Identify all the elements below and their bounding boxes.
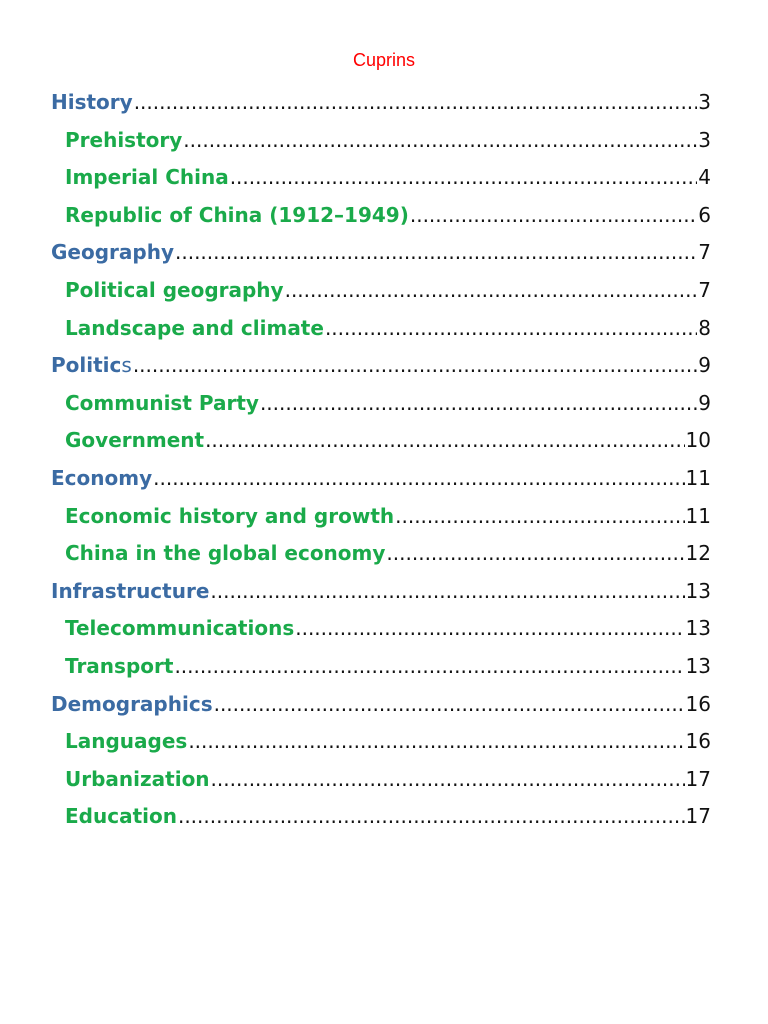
toc-entry-demographics[interactable]: Demographics 16 [51,686,711,724]
dot-leader [410,197,697,235]
dot-leader [295,610,684,648]
toc-entry-title: Political geography [65,277,284,302]
toc-page-number: 12 [685,541,711,566]
toc-entry-geography[interactable]: Geography 7 [51,234,711,272]
toc-page-number: 13 [685,578,711,603]
toc-page-number: 9 [698,353,711,378]
toc-entry-title: Demographics [51,691,213,716]
toc-entry-title: Telecommunications [65,616,295,641]
toc-entry-title: Landscape and climate [65,315,324,340]
toc-entry-title: History [51,90,133,114]
toc-entry-title: Government [65,428,205,453]
toc-entry-imperial-china[interactable]: Imperial China 4 [51,159,711,197]
toc-page-number: 16 [685,729,711,754]
toc-list: History 3 Prehistory 3 Imperial China 4 … [51,84,711,836]
toc-entry-political-geography[interactable]: Political geography 7 [51,272,711,310]
dot-leader [188,723,684,761]
toc-page-number: 6 [698,202,711,227]
toc-entry-title-main: Politic [51,353,122,378]
dot-leader [395,498,684,536]
dot-leader [214,686,685,724]
toc-entry-transport[interactable]: Transport 13 [51,648,711,686]
toc-page-number: 13 [685,653,711,678]
toc-entry-title: Education [65,804,177,829]
toc-page-number: 16 [685,691,711,716]
toc-entry-communist-party[interactable]: Communist Party 9 [51,385,711,423]
dot-leader [211,761,685,799]
toc-page-number: 9 [698,390,711,415]
dot-leader [153,460,684,498]
toc-entry-prehistory[interactable]: Prehistory 3 [51,122,711,160]
toc-entry-title: Communist Party [65,390,259,415]
dot-leader [260,385,697,423]
toc-entry-title: China in the global economy [65,541,386,566]
toc-entry-china-global-economy[interactable]: China in the global economy 12 [51,535,711,573]
toc-entry-languages[interactable]: Languages 16 [51,723,711,761]
toc-page-number: 7 [698,240,711,265]
toc-entry-title: Prehistory [65,127,183,152]
toc-entry-infrastructure[interactable]: Infrastructure 13 [51,573,711,611]
toc-page-number: 11 [685,465,711,490]
dot-leader [205,422,684,460]
toc-entry-telecommunications[interactable]: Telecommunications 13 [51,610,711,648]
dot-leader [210,573,684,611]
toc-entry-title: Economic history and growth [65,503,395,528]
toc-entry-title: Geography [51,240,174,265]
toc-page-number: 13 [685,616,711,641]
toc-entry-title: Economy [51,465,153,490]
toc-entry-republic-of-china[interactable]: Republic of China (1912–1949) 6 [51,197,711,235]
toc-entry-government[interactable]: Government 10 [51,422,711,460]
toc-entry-title: Infrastructure [51,578,210,603]
toc-page-number: 3 [698,90,711,114]
dot-leader [133,347,697,385]
toc-entry-history[interactable]: History 3 [51,84,711,122]
toc-entry-title: Republic of China (1912–1949) [65,202,409,227]
toc-page-number: 10 [685,428,711,453]
toc-entry-title: Languages [65,729,188,754]
toc-entry-title: Transport [65,653,174,678]
toc-page-number: 8 [698,315,711,340]
toc-entry-title: Imperial China [65,165,229,190]
toc-entry-urbanization[interactable]: Urbanization 17 [51,761,711,799]
toc-page-number: 4 [698,165,711,190]
toc-entry-landscape-and-climate[interactable]: Landscape and climate 8 [51,310,711,348]
toc-entry-education[interactable]: Education 17 [51,798,711,836]
toc-page-number: 17 [685,766,711,791]
toc-page-number: 11 [685,503,711,528]
toc-entry-title: Urbanization [65,766,210,791]
toc-page-number: 17 [685,804,711,829]
dot-leader [178,798,685,836]
dot-leader [183,122,697,160]
toc-entry-economic-history[interactable]: Economic history and growth 11 [51,498,711,536]
dot-leader [230,159,698,197]
toc-entry-title-tail: s [121,353,132,378]
toc-entry-politics[interactable]: Politics 9 [51,347,711,385]
toc-page-number: 7 [698,277,711,302]
dot-leader [285,272,698,310]
dot-leader [174,648,684,686]
toc-title: Cuprins [352,50,416,70]
dot-leader [325,310,697,348]
dot-leader [386,535,684,573]
toc-page-number: 3 [698,127,711,152]
dot-leader [134,84,698,122]
toc-entry-economy[interactable]: Economy 11 [51,460,711,498]
toc-entry-title: Politics [51,347,132,385]
dot-leader [175,234,697,272]
